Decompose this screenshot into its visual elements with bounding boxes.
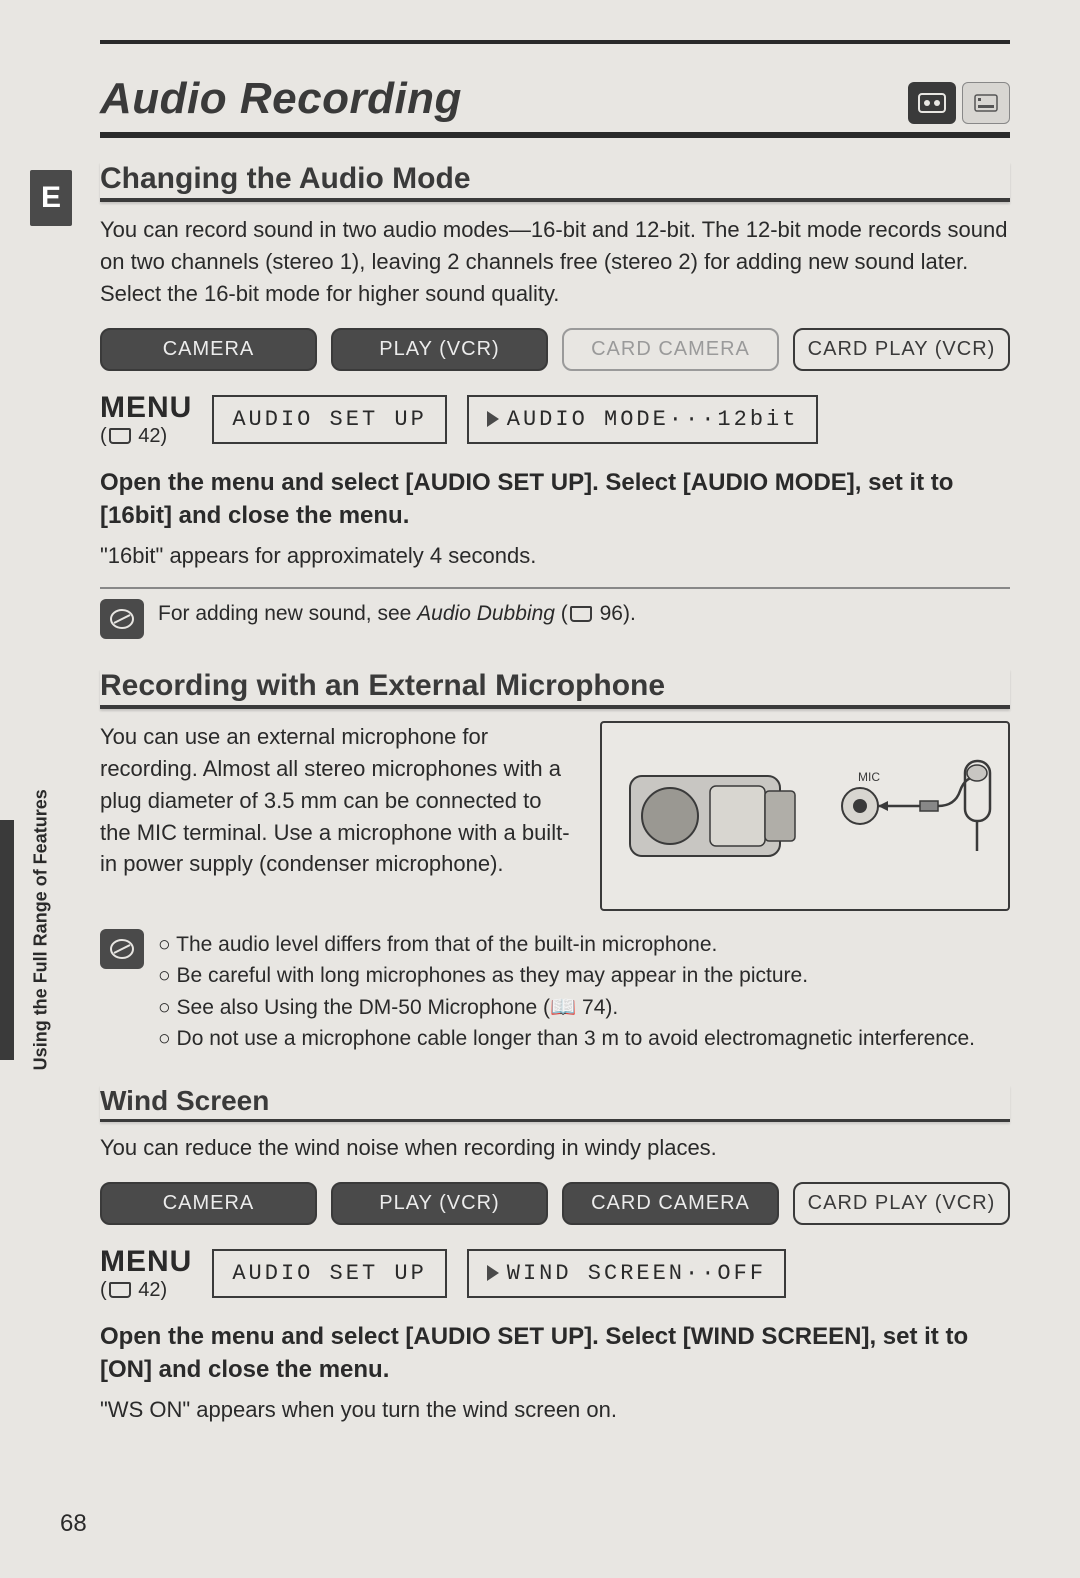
play-triangle-icon <box>487 411 499 427</box>
mode-play-vcr: PLAY (VCR) <box>331 328 548 371</box>
section3-menu-row: MENU ( 42) AUDIO SET UP WIND SCREEN··OFF <box>100 1245 1010 1302</box>
section1-mode-row: CAMERA PLAY (VCR) CARD CAMERA CARD PLAY … <box>100 328 1010 371</box>
mode-card-camera: CARD CAMERA <box>562 328 779 371</box>
note-icon <box>100 929 144 969</box>
side-bar <box>0 820 14 1060</box>
page-number: 68 <box>60 1510 87 1538</box>
menu-path1: AUDIO SET UP <box>212 395 446 444</box>
menu-label: MENU <box>100 1245 192 1279</box>
section2-note-list: The audio level differs from that of the… <box>158 929 975 1055</box>
mode-card-play-vcr: CARD PLAY (VCR) <box>793 328 1010 371</box>
menu-path2: WIND SCREEN··OFF <box>467 1249 786 1298</box>
svg-text:MIC: MIC <box>858 770 880 784</box>
menu-label-block: MENU ( 42) <box>100 391 192 448</box>
section1-heading: Changing the Audio Mode <box>100 162 1010 202</box>
section2-heading: Recording with an External Microphone <box>100 669 1010 709</box>
mode-camera: CAMERA <box>100 328 317 371</box>
title-rule <box>100 132 1010 138</box>
mode-play-vcr: PLAY (VCR) <box>331 1182 548 1225</box>
section3-result: "WS ON" appears when you turn the wind s… <box>100 1397 1010 1423</box>
title-row: Audio Recording <box>100 74 1010 124</box>
section1-result: "16bit" appears for approximately 4 seco… <box>100 543 1010 569</box>
side-tab-text: Using the Full Range of Features <box>31 789 53 1070</box>
list-item: See also Using the DM-50 Microphone (📖 7… <box>158 992 975 1024</box>
section2-notes: The audio level differs from that of the… <box>100 929 1010 1055</box>
section1-note: For adding new sound, see Audio Dubbing … <box>100 587 1010 639</box>
menu-label-block: MENU ( 42) <box>100 1245 192 1302</box>
play-triangle-icon <box>487 1265 499 1281</box>
list-item: Be careful with long microphones as they… <box>158 960 975 992</box>
section-tab-e: E <box>30 170 72 226</box>
title-icons <box>908 82 1010 124</box>
section3-body: You can reduce the wind noise when recor… <box>100 1132 1010 1164</box>
cassette-icon <box>908 82 956 124</box>
menu-ref: ( 42) <box>100 1279 192 1302</box>
section2-body: You can use an external microphone for r… <box>100 721 578 911</box>
section3-heading: Wind Screen <box>100 1085 1010 1122</box>
section3-instruction: Open the menu and select [AUDIO SET UP].… <box>100 1320 1010 1387</box>
section3-mode-row: CAMERA PLAY (VCR) CARD CAMERA CARD PLAY … <box>100 1182 1010 1225</box>
list-item: The audio level differs from that of the… <box>158 929 975 961</box>
section1-body: You can record sound in two audio modes—… <box>100 214 1010 310</box>
mode-card-play-vcr: CARD PLAY (VCR) <box>793 1182 1010 1225</box>
mode-card-camera: CARD CAMERA <box>562 1182 779 1225</box>
card-icon <box>962 82 1010 124</box>
menu-path1: AUDIO SET UP <box>212 1249 446 1298</box>
page-title: Audio Recording <box>100 74 462 124</box>
top-border <box>100 40 1010 44</box>
section1-instruction: Open the menu and select [AUDIO SET UP].… <box>100 466 1010 533</box>
section1-menu-row: MENU ( 42) AUDIO SET UP AUDIO MODE···12b… <box>100 391 1010 448</box>
section1-note-text: For adding new sound, see Audio Dubbing … <box>158 599 1010 628</box>
menu-path2: AUDIO MODE···12bit <box>467 395 819 444</box>
menu-ref: ( 42) <box>100 425 192 448</box>
side-tab: Using the Full Range of Features <box>18 860 66 1000</box>
section2-two-col: You can use an external microphone for r… <box>100 721 1010 911</box>
microphone-diagram: MIC <box>600 721 1010 911</box>
list-item: Do not use a microphone cable longer tha… <box>158 1023 975 1055</box>
menu-label: MENU <box>100 391 192 425</box>
mode-camera: CAMERA <box>100 1182 317 1225</box>
note-icon <box>100 599 144 639</box>
